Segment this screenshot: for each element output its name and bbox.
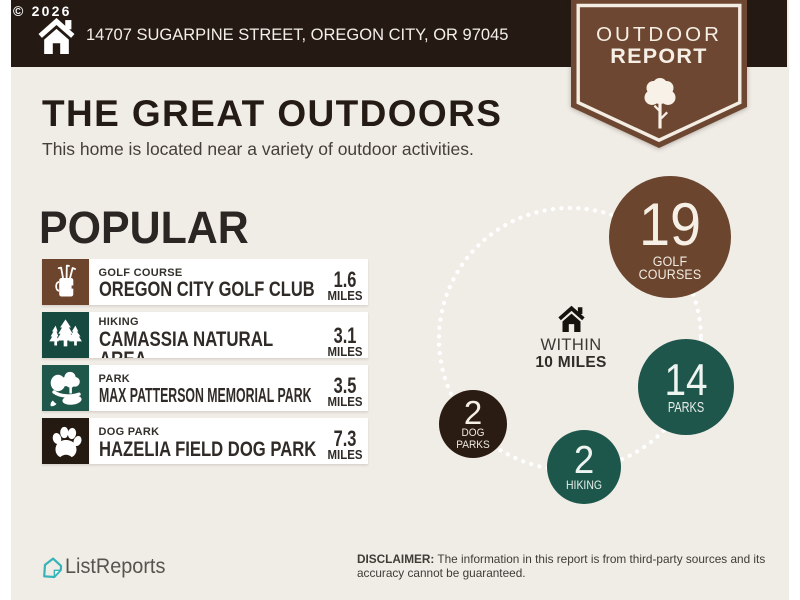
svg-text:OUTDOOR: OUTDOOR <box>596 23 722 46</box>
svg-text:REPORT: REPORT <box>610 44 707 68</box>
